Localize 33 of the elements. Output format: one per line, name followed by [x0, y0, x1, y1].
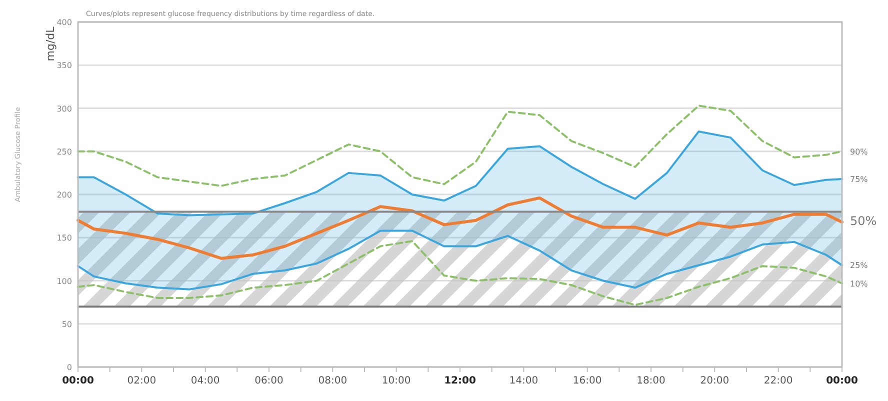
x-tick-label: 14:00 [509, 375, 538, 386]
line-series [76, 196, 844, 260]
y-tick-label: 0 [66, 363, 72, 372]
series-label: 90% [850, 147, 868, 156]
y-tick-label: 200 [56, 190, 72, 200]
y-tick-label: 150 [56, 234, 72, 243]
x-tick-label: 18:00 [636, 375, 666, 386]
series-label: 10% [850, 279, 868, 288]
x-tick-label: 00:00 [62, 375, 94, 386]
x-tick-label: 20:00 [700, 375, 730, 386]
x-tick-label: 04:00 [190, 375, 220, 386]
x-tick-label: 00:00 [826, 375, 858, 386]
x-tick-label: 06:00 [254, 375, 284, 386]
x-tick-label: 22:00 [764, 375, 793, 386]
series-label: 50% [850, 214, 877, 228]
x-tick-label: 10:00 [382, 375, 411, 386]
x-tick-label: 08:00 [318, 375, 348, 386]
y-tick-label: 50 [62, 320, 72, 329]
x-tick-label: 02:00 [127, 375, 156, 386]
line-series [77, 240, 843, 306]
y-tick-label: 400 [56, 18, 72, 27]
line-series [77, 230, 843, 290]
y-tick-label: 250 [56, 147, 72, 156]
x-tick-label: 12:00 [444, 375, 476, 386]
y-tick-label: 350 [56, 61, 72, 70]
series-label: 25% [850, 261, 868, 270]
x-tick-label: 16:00 [572, 375, 602, 386]
series-label: 75% [850, 174, 868, 184]
y-tick-label: 300 [56, 104, 72, 114]
line-series [77, 130, 843, 216]
line-series [77, 104, 843, 187]
y-tick-label: 100 [56, 276, 72, 286]
y-axis-title: mg/dL [44, 26, 57, 62]
